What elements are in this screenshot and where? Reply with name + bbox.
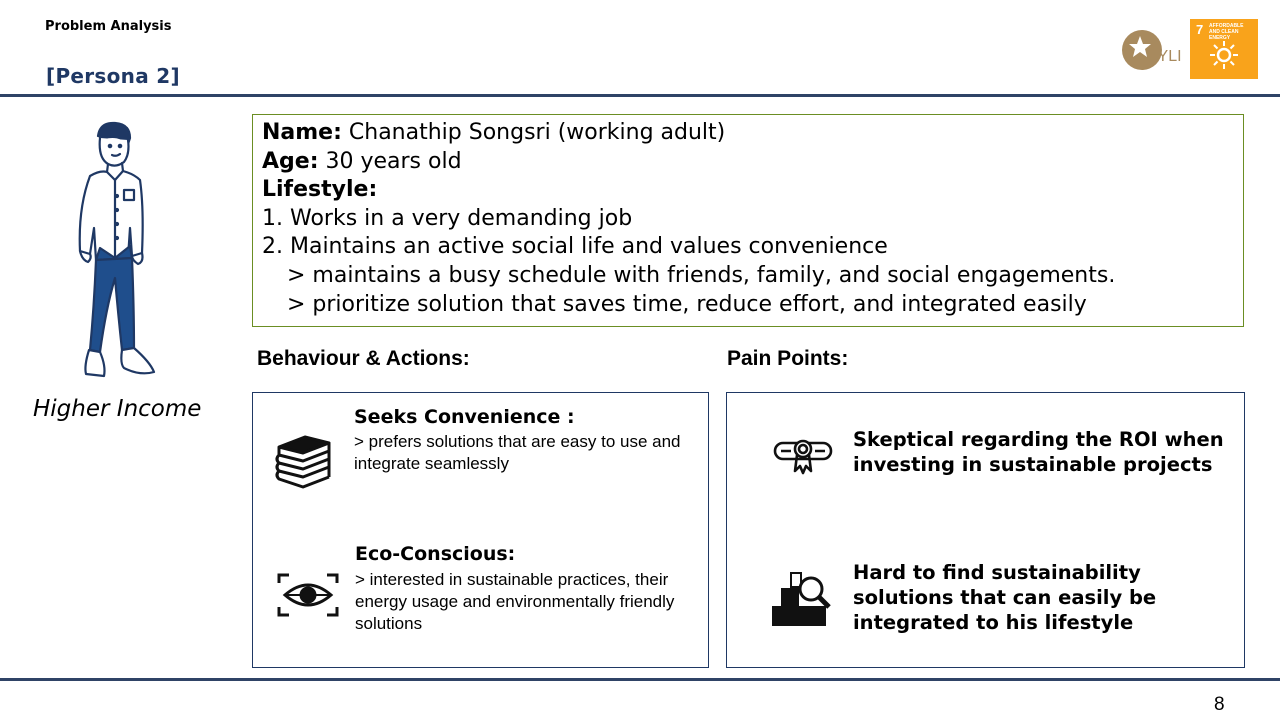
persona-illustration [60,118,170,388]
pain-points-heading: Pain Points: [727,347,849,370]
name-row: Name: Chanathip Songsri (working adult) [262,119,1243,148]
sdg-label: AFFORDABLE AND CLEAN ENERGY [1209,23,1244,41]
name-value: Chanathip Songsri (working adult) [341,120,726,145]
pain-point-text: Hard to find sustainability solutions th… [853,561,1157,634]
lifestyle-item: 2. Maintains an active social life and v… [262,234,888,260]
pain-point-text: Skeptical regarding the ROI when investi… [853,428,1224,476]
income-label: Higher Income [33,396,202,422]
lifestyle-subitem: > prioritize solution that saves time, r… [287,291,1087,317]
behaviour-item-title: Eco-Conscious: [355,543,516,565]
page-number: 8 [1214,694,1225,715]
lifestyle-subitem: > maintains a busy schedule with friends… [287,262,1116,288]
section-label: Problem Analysis [45,19,172,34]
behaviour-item-body: > prefers solutions that are easy to use… [354,432,681,473]
bottom-divider [0,678,1280,681]
svg-text:HYLI: HYLI [1146,48,1182,65]
eye-scan-icon [277,573,339,617]
sdg-number: 7 [1196,22,1204,37]
behaviour-item-title: Seeks Convenience : [354,406,575,428]
sdg-badge: 7 AFFORDABLE AND CLEAN ENERGY [1190,19,1258,79]
lifestyle-key: Lifestyle: [262,177,378,203]
age-row: Age: 30 years old [262,148,1243,177]
behaviour-box: Seeks Convenience : > prefers solutions … [252,392,709,668]
sun-icon [1210,41,1238,69]
search-boxes-icon [772,572,831,626]
top-divider [0,94,1280,97]
hyli-logo: HYLI [1120,27,1188,73]
name-key: Name: [262,120,342,145]
pain-points-box: Skeptical regarding the ROI when investi… [726,392,1245,668]
lifestyle-item: 1. Works in a very demanding job [262,205,633,231]
persona-info-box: Name: Chanathip Songsri (working adult) … [252,114,1244,327]
age-key: Age: [262,148,319,174]
behaviour-item-body: > interested in sustainable practices, t… [355,570,675,633]
behaviour-heading: Behaviour & Actions: [257,347,470,370]
certificate-icon [773,439,833,475]
books-icon [275,435,331,489]
page-title: [Persona 2] [46,64,180,88]
age-value: 30 years old [318,148,462,174]
